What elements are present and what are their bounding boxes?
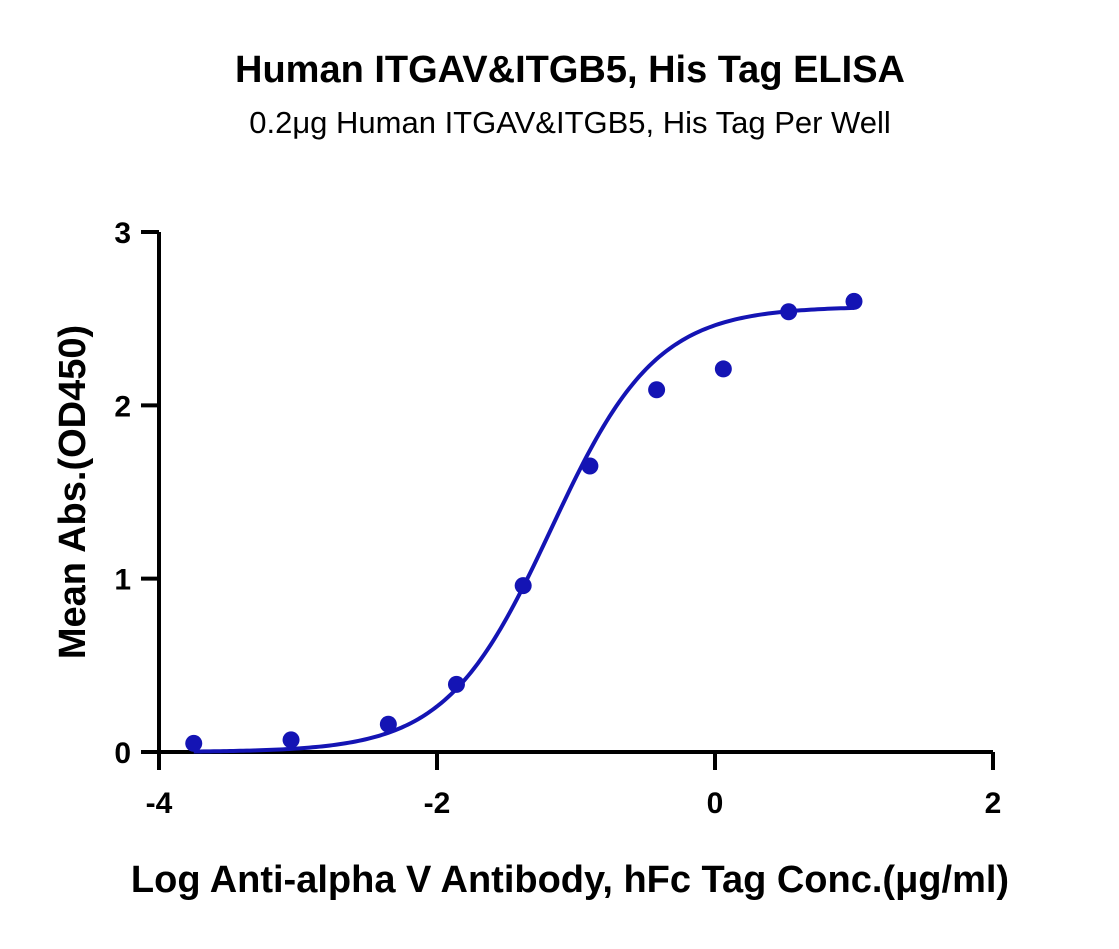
x-tick-label: 2 <box>985 787 1002 820</box>
x-tick-label: -2 <box>424 787 451 820</box>
data-point <box>780 303 798 321</box>
fit-curve <box>193 305 855 754</box>
data-point <box>379 715 397 733</box>
data-point <box>447 675 465 693</box>
y-axis-label: Mean Abs.(OD450) <box>52 325 94 659</box>
data-point <box>581 457 599 475</box>
data-point <box>282 731 300 749</box>
data-point <box>714 360 732 378</box>
x-axis-label: Log Anti-alpha V Antibody, hFc Tag Conc.… <box>131 859 1009 901</box>
y-tick-label: 0 <box>114 737 131 770</box>
chart-title: Human ITGAV&ITGB5, His Tag ELISA <box>235 49 905 91</box>
y-tick-label: 1 <box>114 564 131 597</box>
x-tick-label: 0 <box>707 787 724 820</box>
data-point <box>514 577 532 595</box>
data-point <box>185 734 203 752</box>
x-tick-label: -4 <box>146 787 173 820</box>
data-point <box>845 292 863 310</box>
plot-area: 0 1 2 3 -4 -2 0 2 <box>114 217 1001 820</box>
chart-subtitle: 0.2μg Human ITGAV&ITGB5, His Tag Per Wel… <box>249 105 891 140</box>
y-tick-label: 3 <box>114 217 131 250</box>
y-tick-label: 2 <box>114 390 131 423</box>
data-point <box>648 381 666 399</box>
